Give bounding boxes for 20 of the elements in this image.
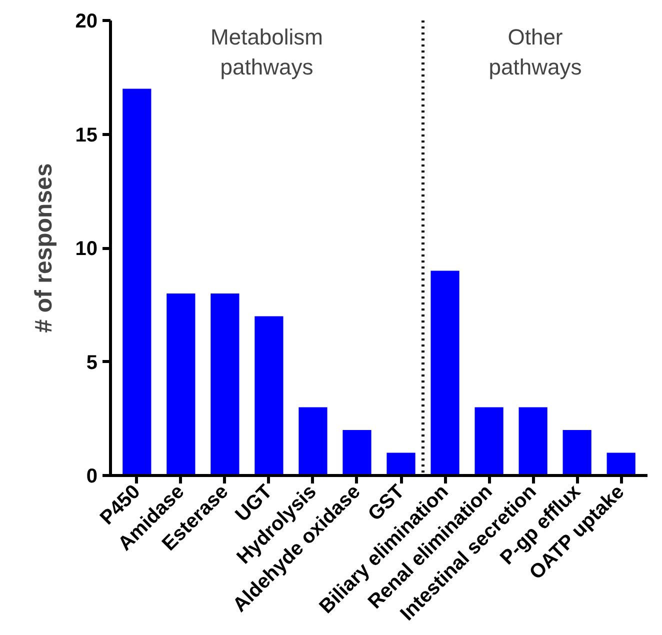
y-tick-label: 15: [75, 124, 98, 146]
bar: [166, 294, 196, 476]
y-tick-label: 5: [86, 352, 98, 374]
bar: [298, 407, 328, 476]
bar: [562, 430, 592, 476]
y-tick-label: 10: [75, 238, 98, 260]
bar: [386, 452, 416, 476]
y-tick-label: 20: [75, 10, 98, 32]
bar: [122, 88, 152, 476]
y-tick-label: 0: [86, 466, 98, 488]
y-axis-title: # of responses: [30, 163, 58, 333]
bar: [474, 407, 504, 476]
bar: [210, 294, 240, 476]
bar: [342, 430, 372, 476]
bar: [606, 452, 636, 476]
bar: [430, 270, 460, 476]
bar: [518, 407, 548, 476]
annotation: Other pathways: [488, 24, 582, 80]
bar: [254, 316, 284, 476]
annotation: Metabolism pathways: [210, 24, 323, 80]
